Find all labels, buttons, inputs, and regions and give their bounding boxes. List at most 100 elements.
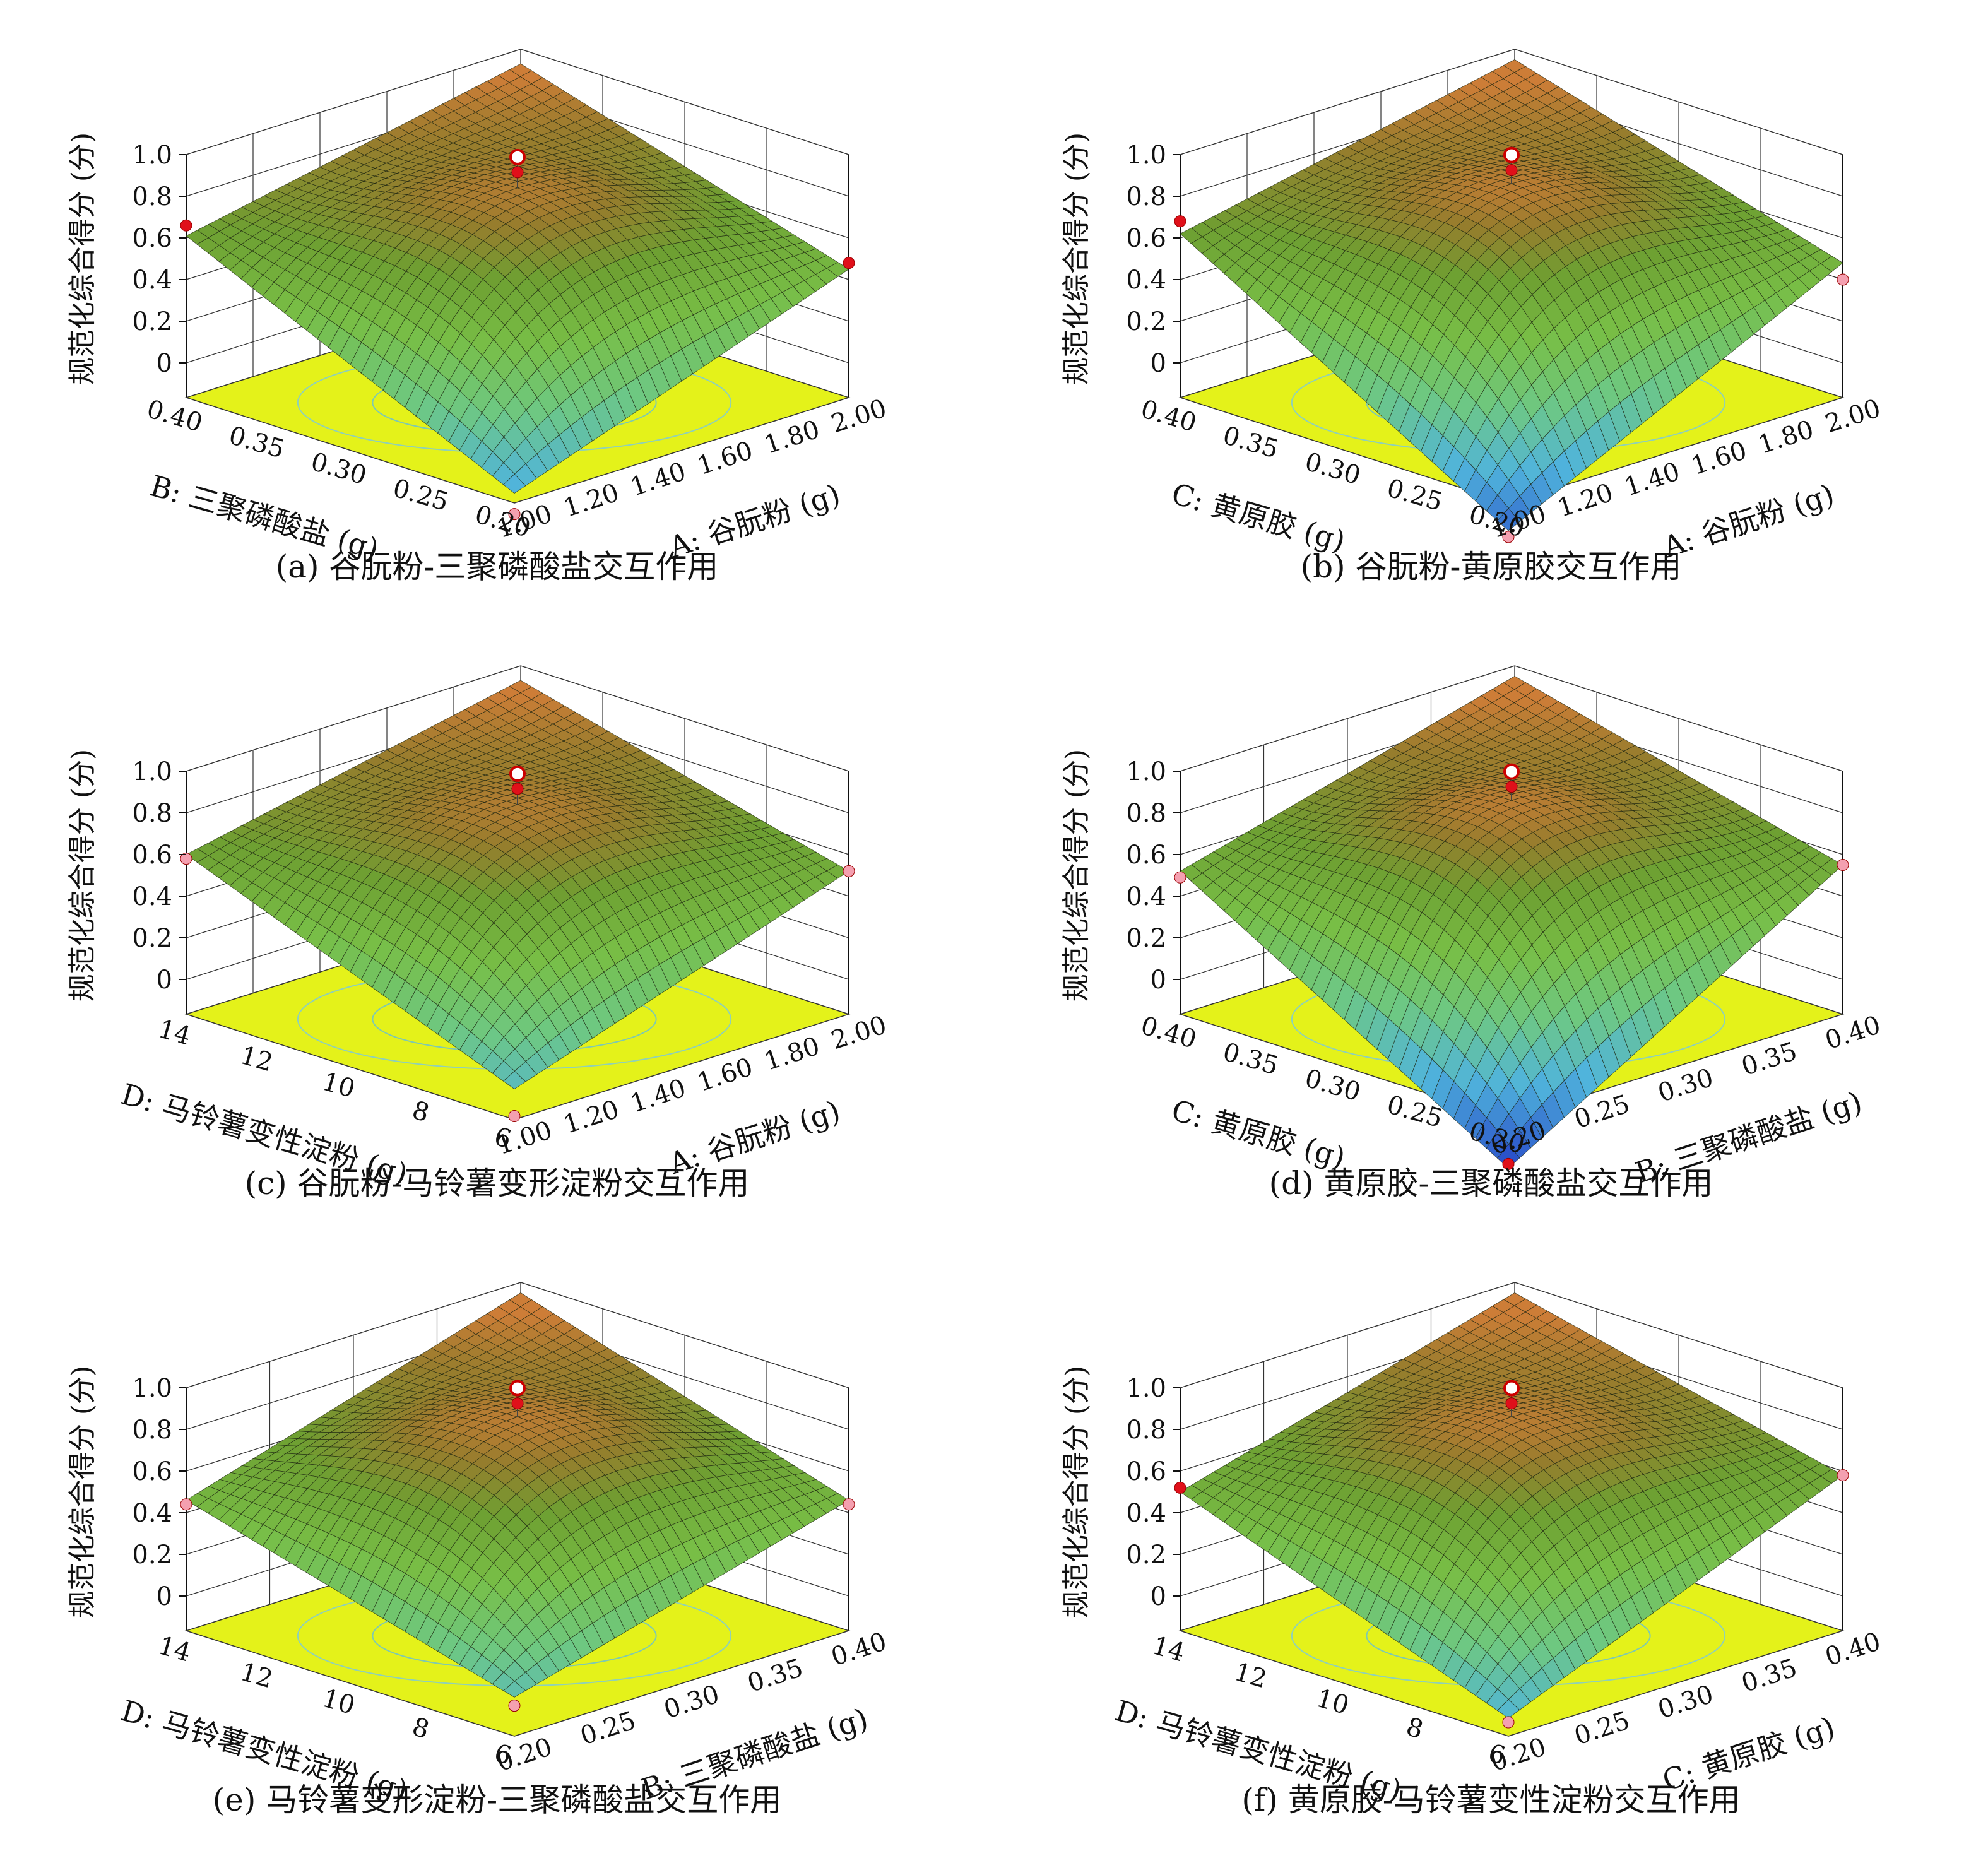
design-points bbox=[180, 1380, 855, 1712]
design-points bbox=[180, 765, 855, 1122]
design-point bbox=[1174, 215, 1186, 228]
design-point bbox=[508, 508, 521, 521]
design-point bbox=[1503, 763, 1520, 780]
z-tick-label: 1.0 bbox=[132, 141, 172, 170]
z-tick-label: 0.6 bbox=[1126, 224, 1166, 253]
z-tick-label: 1.0 bbox=[132, 757, 172, 786]
surface-plot-f: 00.20.40.60.81.00.200.250.300.350.406810… bbox=[1060, 1282, 1884, 1807]
design-points bbox=[180, 148, 855, 521]
panel-caption: (d) 黄原胶-三聚磷酸盐交互作用 bbox=[1269, 1165, 1713, 1202]
z-axis-title: 规范化综合得分 (分) bbox=[66, 1366, 98, 1618]
response-surface bbox=[186, 1292, 849, 1698]
design-point bbox=[180, 853, 192, 865]
panel-a: 0 0.2 0.4 0.6 0.8 1.0 1.00 1.20 1.40 1.60 1.80 2.00… bbox=[0, 0, 994, 617]
design-point bbox=[1505, 781, 1518, 793]
z-tick-label: 1.0 bbox=[1126, 757, 1166, 786]
z-tick-label: 0.6 bbox=[1126, 841, 1166, 870]
z-tick-label: 0 bbox=[1151, 966, 1166, 995]
z-tick-label: 0.8 bbox=[132, 1416, 172, 1445]
design-point bbox=[509, 1380, 526, 1397]
surface-plot-e: 00.20.40.60.81.00.200.250.300.350.406810… bbox=[66, 1282, 890, 1807]
z-tick-label: 0 bbox=[157, 966, 172, 995]
surface-plot-a: 00.20.40.60.81.01.00 1.20 1.40 1.60 1.80 2.00… bbox=[66, 49, 890, 566]
z-tick-label: 0.8 bbox=[1126, 799, 1166, 828]
surface-plot-b: 00.20.40.60.81.01.00 1.20 1.40 1.60 1.80 2.00… bbox=[1060, 49, 1884, 564]
design-point bbox=[1837, 859, 1849, 871]
surface-plot-c: 00.20.40.60.81.01.00 1.20 1.40 1.60 1.80 2.00… bbox=[66, 665, 890, 1191]
z-tick-label: 1.0 bbox=[132, 1374, 172, 1403]
z-axis-title: 规范化综合得分 (分) bbox=[66, 133, 98, 385]
panel-caption: (a) 谷朊粉-三聚磷酸盐交互作用 bbox=[275, 548, 719, 585]
wall-top-edge bbox=[1180, 1282, 1843, 1388]
design-points bbox=[1174, 763, 1849, 1170]
wall-top-edge bbox=[186, 665, 849, 772]
z-axis-title: 规范化综合得分 (分) bbox=[66, 749, 98, 1002]
design-points bbox=[1174, 146, 1849, 543]
y-tick-label: 14 bbox=[155, 1631, 194, 1667]
surface-plot-d: 00.20.40.60.81.00.200.250.300.350.400.20… bbox=[1060, 665, 1884, 1190]
surface-cell bbox=[503, 1681, 526, 1698]
z-tick-label: 0.6 bbox=[132, 1457, 172, 1486]
wall-top-edge bbox=[186, 49, 849, 155]
wall-top-edge bbox=[186, 1282, 849, 1388]
design-point bbox=[508, 1700, 521, 1712]
z-tick-label: 0.2 bbox=[1126, 307, 1166, 336]
y-tick-label: 12 bbox=[237, 1041, 276, 1077]
z-tick-label: 0.4 bbox=[1126, 882, 1166, 911]
surface-cell bbox=[503, 1070, 526, 1090]
z-tick-label: 0.8 bbox=[132, 182, 172, 211]
surface-cell bbox=[1497, 507, 1520, 531]
response-surface bbox=[1180, 59, 1843, 531]
z-tick-label: 0.8 bbox=[132, 799, 172, 828]
design-point bbox=[1502, 1157, 1515, 1170]
response-surface bbox=[1180, 1292, 1843, 1718]
design-point bbox=[511, 166, 524, 179]
response-surface bbox=[186, 63, 849, 494]
response-surface bbox=[1180, 676, 1843, 1169]
z-tick-label: 0.2 bbox=[132, 1541, 172, 1570]
y-tick-label: 8 bbox=[409, 1096, 432, 1128]
design-point bbox=[1505, 164, 1518, 177]
y-tick-label: 10 bbox=[319, 1684, 358, 1720]
design-point bbox=[509, 148, 526, 165]
y-tick-label: 10 bbox=[319, 1067, 358, 1104]
z-tick-label: 0.2 bbox=[132, 924, 172, 953]
response-surface bbox=[186, 680, 849, 1090]
z-tick-label: 0.2 bbox=[1126, 924, 1166, 953]
panel-caption: (b) 谷朊粉-黄原胶交互作用 bbox=[1300, 548, 1682, 585]
design-point bbox=[1174, 871, 1186, 884]
wall-top-edge bbox=[1180, 49, 1843, 155]
panel-e: 0 0.2 0.4 0.6 0.8 1.0 0.20 0.25 0.30 0.35 0.40 6 8 10… bbox=[0, 1233, 994, 1850]
panel-b: 0 0.2 0.4 0.6 0.8 1.0 1.00 1.20 1.40 1.60 1.80 2.00… bbox=[994, 0, 1988, 617]
panel-c: 0 0.2 0.4 0.6 0.8 1.0 1.00 1.20 1.40 1.60 1.80 2.00… bbox=[0, 617, 994, 1233]
design-point bbox=[843, 257, 855, 269]
y-tick-label: 8 bbox=[409, 1712, 432, 1744]
z-tick-label: 0.6 bbox=[132, 841, 172, 870]
design-point bbox=[508, 1110, 521, 1122]
design-point bbox=[1502, 531, 1515, 543]
z-tick-label: 0.2 bbox=[132, 307, 172, 336]
design-point bbox=[1837, 273, 1849, 286]
panel-f: 0 0.2 0.4 0.6 0.8 1.0 0.20 0.25 0.30 0.35 0.40 6 8 10… bbox=[994, 1233, 1988, 1850]
y-tick-label: 12 bbox=[237, 1657, 276, 1694]
y-tick-label: 14 bbox=[155, 1014, 194, 1051]
panel-caption: (e) 马铃薯变形淀粉-三聚磷酸盐交互作用 bbox=[212, 1782, 782, 1818]
design-point bbox=[843, 1498, 855, 1511]
z-tick-label: 0 bbox=[157, 349, 172, 378]
z-axis-title: 规范化综合得分 (分) bbox=[1060, 133, 1092, 385]
design-point bbox=[511, 783, 524, 795]
z-tick-label: 0 bbox=[157, 1582, 172, 1611]
z-tick-label: 0.4 bbox=[132, 1499, 172, 1528]
panel-caption: (c) 谷朊粉-马铃薯变形淀粉交互作用 bbox=[244, 1165, 750, 1202]
design-point bbox=[509, 765, 526, 782]
design-point bbox=[1503, 146, 1520, 163]
z-tick-label: 1.0 bbox=[1126, 141, 1166, 170]
z-tick-label: 0.8 bbox=[1126, 182, 1166, 211]
panel-d: 0 0.2 0.4 0.6 0.8 1.0 0.20 0.25 0.30 0.35 0.40 0.20… bbox=[994, 617, 1988, 1233]
design-point bbox=[180, 1498, 192, 1511]
z-tick-label: 0.4 bbox=[132, 266, 172, 295]
z-tick-label: 0 bbox=[1151, 349, 1166, 378]
design-point bbox=[843, 865, 855, 877]
z-tick-label: 0.4 bbox=[1126, 266, 1166, 295]
